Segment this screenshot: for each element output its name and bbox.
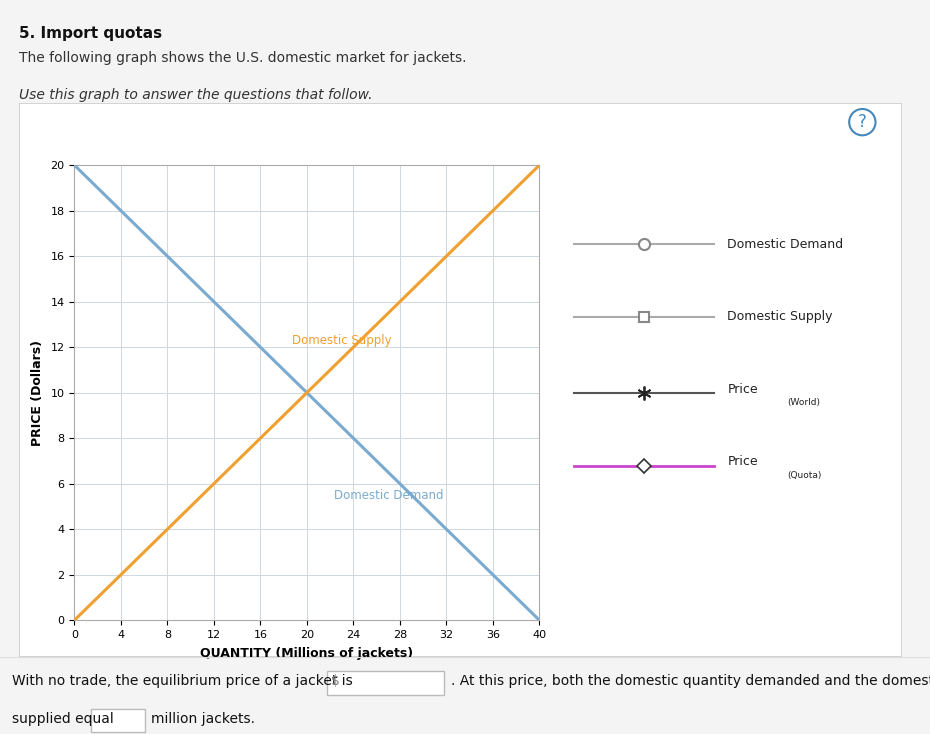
FancyBboxPatch shape bbox=[327, 671, 444, 696]
Text: Domestic Demand: Domestic Demand bbox=[334, 489, 443, 502]
Text: . At this price, both the domestic quantity demanded and the domestic quantity: . At this price, both the domestic quant… bbox=[451, 674, 930, 688]
Text: Price: Price bbox=[727, 455, 758, 468]
Text: Price: Price bbox=[727, 383, 758, 396]
Text: ?: ? bbox=[857, 113, 867, 131]
Text: With no trade, the equilibrium price of a jacket is: With no trade, the equilibrium price of … bbox=[12, 674, 352, 688]
Y-axis label: PRICE (Dollars): PRICE (Dollars) bbox=[31, 340, 44, 446]
Text: (World): (World) bbox=[788, 398, 820, 407]
Text: million jackets.: million jackets. bbox=[151, 713, 255, 727]
FancyBboxPatch shape bbox=[91, 709, 145, 733]
Text: supplied equal: supplied equal bbox=[12, 713, 113, 727]
Text: The following graph shows the U.S. domestic market for jackets.: The following graph shows the U.S. domes… bbox=[19, 51, 466, 65]
Text: Domestic Demand: Domestic Demand bbox=[727, 238, 844, 251]
Text: Domestic Supply: Domestic Supply bbox=[727, 310, 832, 323]
FancyBboxPatch shape bbox=[19, 103, 902, 657]
Text: (Quota): (Quota) bbox=[788, 470, 822, 480]
Text: $: $ bbox=[331, 674, 340, 688]
Text: 5. Import quotas: 5. Import quotas bbox=[19, 26, 162, 40]
Text: Domestic Supply: Domestic Supply bbox=[292, 334, 392, 347]
X-axis label: QUANTITY (Millions of jackets): QUANTITY (Millions of jackets) bbox=[200, 647, 414, 660]
Text: Use this graph to answer the questions that follow.: Use this graph to answer the questions t… bbox=[19, 88, 372, 102]
